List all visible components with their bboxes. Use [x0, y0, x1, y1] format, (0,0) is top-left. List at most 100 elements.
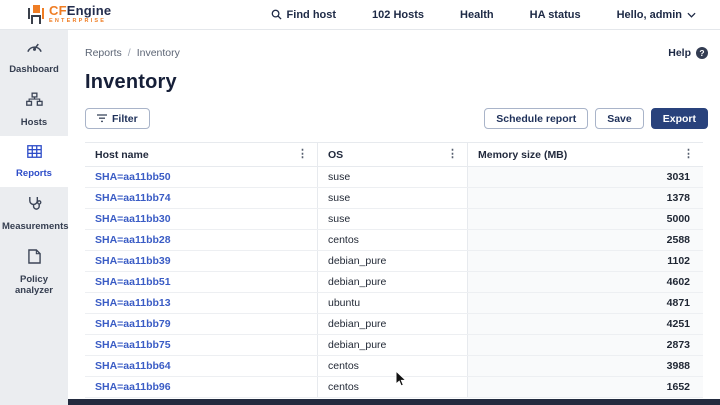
- table-row: SHA=aa11bb13 ubuntu 4871: [85, 293, 703, 314]
- column-header-os[interactable]: OS ⋮: [318, 143, 468, 166]
- memory-cell: 4251: [468, 314, 703, 334]
- filter-button[interactable]: Filter: [85, 108, 150, 129]
- help-link[interactable]: Help ?: [668, 47, 708, 59]
- memory-cell: 3031: [468, 167, 703, 187]
- sidebar-item-policy-analyzer[interactable]: Policy analyzer: [0, 240, 68, 304]
- table-row: SHA=aa11bb28 centos 2588: [85, 230, 703, 251]
- table-row: SHA=aa11bb39 debian_pure 1102: [85, 251, 703, 272]
- memory-cell: 1378: [468, 188, 703, 208]
- sidebar-item-label: Hosts: [20, 117, 48, 128]
- column-header-host-name[interactable]: Host name ⋮: [85, 143, 318, 166]
- os-cell: centos: [318, 356, 468, 376]
- memory-cell: 3988: [468, 356, 703, 376]
- toolbar-actions: Schedule report Save Export: [484, 108, 708, 129]
- table-row: SHA=aa11bb51 debian_pure 4602: [85, 272, 703, 293]
- sidebar-item-measurements[interactable]: Measurements: [0, 187, 69, 240]
- table-header-row: Host name ⋮ OS ⋮ Memory size (MB) ⋮: [85, 143, 703, 167]
- os-cell: debian_pure: [318, 251, 468, 271]
- table-row: SHA=aa11bb74 suse 1378: [85, 188, 703, 209]
- memory-cell: 5000: [468, 209, 703, 229]
- breadcrumb-separator: /: [127, 47, 131, 59]
- help-label: Help: [668, 47, 691, 59]
- os-cell: suse: [318, 167, 468, 187]
- memory-cell: 1102: [468, 251, 703, 271]
- host-link[interactable]: SHA=aa11bb39: [95, 255, 171, 267]
- os-cell: suse: [318, 188, 468, 208]
- memory-cell: 1652: [468, 377, 703, 397]
- sidebar-item-label: Policy analyzer: [14, 274, 54, 296]
- logo-engine: Engine: [66, 3, 112, 19]
- sidebar-item-label: Reports: [16, 168, 52, 179]
- memory-cell: 4871: [468, 293, 703, 313]
- help-question-icon: ?: [696, 47, 708, 59]
- column-header-memory-size[interactable]: Memory size (MB) ⋮: [468, 143, 703, 166]
- host-link[interactable]: SHA=aa11bb50: [95, 171, 171, 183]
- policy-analyzer-icon: [27, 249, 41, 264]
- sidebar-item-reports[interactable]: Reports: [0, 136, 68, 187]
- breadcrumb: Reports / Inventory Help ?: [85, 30, 720, 59]
- os-cell: debian_pure: [318, 272, 468, 292]
- host-link[interactable]: SHA=aa11bb74: [95, 192, 171, 204]
- host-link[interactable]: SHA=aa11bb30: [95, 213, 171, 225]
- column-header-label: Memory size (MB): [478, 148, 568, 161]
- memory-cell: 2873: [468, 335, 703, 355]
- sidebar-item-label: Measurements: [2, 221, 69, 232]
- save-button[interactable]: Save: [595, 108, 644, 129]
- sidebar-item-hosts[interactable]: Hosts: [0, 83, 68, 136]
- host-link[interactable]: SHA=aa11bb79: [95, 318, 171, 330]
- cfengine-logo-icon: [28, 4, 44, 24]
- table-row: SHA=aa11bb79 debian_pure 4251: [85, 314, 703, 335]
- os-cell: debian_pure: [318, 335, 468, 355]
- os-cell: debian_pure: [318, 314, 468, 334]
- top-header: CFEngine ENTERPRISE Find host 102 Hosts …: [0, 0, 720, 30]
- nav-user-menu-label: Hello, admin: [616, 8, 682, 21]
- column-menu-icon[interactable]: ⋮: [297, 148, 308, 160]
- nav-find-host[interactable]: Find host: [271, 8, 337, 21]
- cfengine-logo-text: CFEngine ENTERPRISE: [49, 4, 111, 25]
- inventory-table: Host name ⋮ OS ⋮ Memory size (MB) ⋮ SHA=…: [85, 142, 703, 398]
- nav-ha-status[interactable]: HA status: [529, 8, 581, 21]
- table-row: SHA=aa11bb30 suse 5000: [85, 209, 703, 230]
- column-menu-icon[interactable]: ⋮: [447, 148, 458, 160]
- host-link[interactable]: SHA=aa11bb64: [95, 360, 171, 372]
- table-row: SHA=aa11bb75 debian_pure 2873: [85, 335, 703, 356]
- nav-hosts-count[interactable]: 102 Hosts: [372, 8, 425, 21]
- filter-icon: [97, 114, 107, 123]
- filter-button-label: Filter: [112, 112, 138, 125]
- nav-health[interactable]: Health: [460, 8, 494, 21]
- export-button[interactable]: Export: [650, 108, 708, 129]
- host-link[interactable]: SHA=aa11bb13: [95, 297, 171, 309]
- breadcrumb-inventory: Inventory: [136, 47, 180, 59]
- hosts-icon: [25, 92, 43, 106]
- table-row: SHA=aa11bb64 centos 3988: [85, 356, 703, 377]
- host-link[interactable]: SHA=aa11bb96: [95, 381, 171, 393]
- table-row: SHA=aa11bb50 suse 3031: [85, 167, 703, 188]
- column-header-label: OS: [328, 148, 344, 161]
- search-icon: [271, 9, 282, 20]
- sidebar: Dashboard Hosts Reports Measurements: [0, 30, 69, 405]
- host-link[interactable]: SHA=aa11bb28: [95, 234, 171, 246]
- host-link[interactable]: SHA=aa11bb51: [95, 276, 171, 288]
- toolbar: Filter Schedule report Save Export: [85, 108, 720, 129]
- os-cell: suse: [318, 209, 468, 229]
- sidebar-item-dashboard[interactable]: Dashboard: [0, 30, 68, 83]
- host-link[interactable]: SHA=aa11bb75: [95, 339, 171, 351]
- chevron-down-icon: [687, 12, 696, 18]
- sidebar-item-label: Dashboard: [9, 64, 59, 75]
- nav-user-menu[interactable]: Hello, admin: [617, 9, 696, 21]
- logo-cf: CF: [49, 3, 67, 19]
- table-row: SHA=aa11bb96 centos 1652: [85, 377, 703, 398]
- reports-icon: [26, 145, 42, 158]
- main-content: Reports / Inventory Help ? Inventory Fil…: [68, 30, 720, 405]
- cfengine-logo[interactable]: CFEngine ENTERPRISE: [28, 4, 111, 25]
- bottom-bar: [68, 399, 720, 405]
- column-header-label: Host name: [95, 148, 149, 161]
- top-navigation: Find host 102 Hosts Health HA status Hel…: [271, 9, 720, 21]
- schedule-report-button[interactable]: Schedule report: [484, 108, 589, 129]
- column-menu-icon[interactable]: ⋮: [683, 148, 694, 160]
- memory-cell: 2588: [468, 230, 703, 250]
- breadcrumb-reports[interactable]: Reports: [85, 47, 122, 59]
- measurements-icon: [28, 196, 41, 210]
- nav-find-host-label: Find host: [286, 8, 337, 21]
- memory-cell: 4602: [468, 272, 703, 292]
